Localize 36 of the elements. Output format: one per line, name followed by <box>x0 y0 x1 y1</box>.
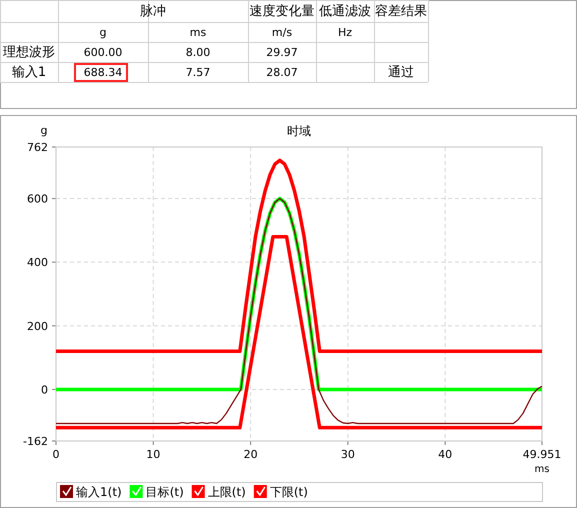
y-tick-label: -162 <box>23 435 48 448</box>
legend-label: 输入1(t) <box>76 485 122 499</box>
chart-title: 时域 <box>287 124 311 138</box>
x-tick-label: 40 <box>438 448 452 461</box>
text: 容差结果 <box>375 3 427 19</box>
text: 688.34 <box>84 66 122 79</box>
text: 低通滤波 <box>319 4 371 19</box>
text: ms <box>190 26 206 39</box>
text: 29.97 <box>266 46 298 59</box>
x-tick-label: 10 <box>146 448 160 461</box>
x-tick-label: 49.951 <box>522 448 562 461</box>
y-tick-label: 0 <box>41 383 48 396</box>
x-tick-label: 0 <box>52 448 60 461</box>
text: 7.57 <box>186 66 210 79</box>
text: g <box>100 26 106 39</box>
text: 输入1 <box>12 65 46 80</box>
text: 理想波形 <box>3 45 55 60</box>
y-tick-label: 600 <box>27 192 48 206</box>
x-axis-title: ms <box>534 464 550 475</box>
x-tick-label: 20 <box>244 448 258 461</box>
y-tick-label: 400 <box>27 256 48 270</box>
text: 600.00 <box>84 46 122 59</box>
x-tick-label: 30 <box>340 448 355 461</box>
text: 通过 <box>388 65 414 80</box>
text: 速度变化量 <box>250 3 314 19</box>
y-tick-label: 200 <box>27 320 48 333</box>
legend-label: 目标(t) <box>146 485 184 499</box>
text: 脉冲 <box>140 4 166 19</box>
text: 28.07 <box>266 66 298 79</box>
legend-label: 上限(t) <box>208 485 246 499</box>
text: Hz <box>338 26 352 39</box>
legend-label: 下限(t) <box>270 485 308 499</box>
y-axis-title: g <box>40 124 48 137</box>
text: m/s <box>272 26 292 39</box>
text: 8.00 <box>186 46 210 59</box>
y-tick-label: 762 <box>27 141 48 154</box>
